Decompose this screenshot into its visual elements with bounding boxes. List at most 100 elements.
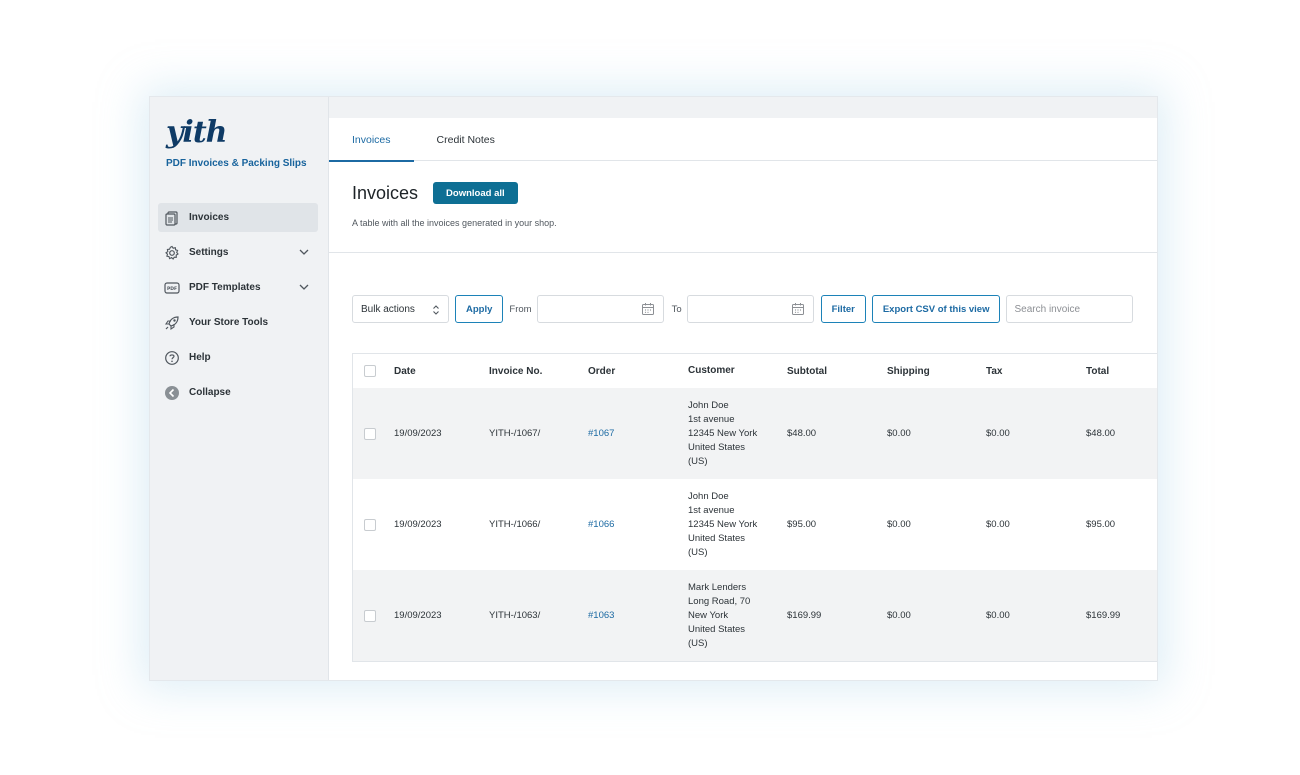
customer-line: (US) xyxy=(688,546,708,558)
from-date-input[interactable] xyxy=(536,295,664,323)
total-cell: $95.00 xyxy=(1086,519,1116,530)
column-header[interactable]: Shipping xyxy=(887,365,930,377)
customer-cell: John Doe 1st avenue 12345 New York Unite… xyxy=(688,490,787,560)
shipping-cell: $0.00 xyxy=(887,610,911,621)
customer-line: Long Road, 70 xyxy=(688,595,751,607)
total-cell: $48.00 xyxy=(1086,428,1116,439)
total-cell: $169.99 xyxy=(1086,610,1121,621)
gear-icon xyxy=(164,245,180,261)
customer-line: United States xyxy=(688,441,746,453)
sidebar-item-store-tools[interactable]: Your Store Tools xyxy=(158,308,318,337)
table-row: 19/09/2023 YITH-/1063/ #1063 Mark Lender… xyxy=(353,570,1157,661)
subtotal-cell: $48.00 xyxy=(787,428,817,439)
from-label: From xyxy=(509,303,532,315)
calendar-icon[interactable] xyxy=(641,302,655,316)
row-checkbox[interactable] xyxy=(364,427,376,440)
order-link[interactable]: #1066 xyxy=(588,519,615,530)
invoice-no-cell: YITH-/1067/ xyxy=(489,428,541,439)
sidebar-item-collapse[interactable]: Collapse xyxy=(158,378,318,407)
shipping-cell: $0.00 xyxy=(887,519,911,530)
tax-cell: $0.00 xyxy=(986,610,1010,621)
chevron-down-icon[interactable] xyxy=(298,246,310,258)
tax-cell: $0.00 xyxy=(986,519,1010,530)
divider xyxy=(329,252,1157,253)
table-row: 19/09/2023 YITH-/1067/ #1067 John Doe 1s… xyxy=(353,388,1157,479)
rocket-icon xyxy=(164,315,180,331)
search-invoice-input[interactable] xyxy=(1006,295,1134,323)
invoices-table: Date Invoice No. Order Customer Subtotal… xyxy=(352,353,1157,662)
filter-bar: Bulk actions Apply From To Filter Export… xyxy=(352,295,1134,323)
tab-credit-notes[interactable]: Credit Notes xyxy=(436,133,495,146)
main-panel: Invoices Credit Notes Invoices Download … xyxy=(329,118,1157,680)
shipping-cell: $0.00 xyxy=(887,428,911,439)
column-header[interactable]: Order xyxy=(588,365,616,377)
column-header[interactable]: Subtotal xyxy=(787,365,827,377)
sidebar-item-pdf-templates[interactable]: PDF PDF Templates xyxy=(158,273,318,302)
date-cell: 19/09/2023 xyxy=(394,428,442,439)
download-all-button[interactable]: Download all xyxy=(433,182,518,204)
page-header: Invoices Download all xyxy=(352,182,518,204)
sidebar-item-label: Collapse xyxy=(189,387,231,398)
sidebar-item-label: Settings xyxy=(189,247,229,258)
row-checkbox[interactable] xyxy=(364,609,376,622)
tab-invoices[interactable]: Invoices xyxy=(329,118,414,162)
customer-line: New York xyxy=(688,609,729,621)
customer-line: 1st avenue xyxy=(688,413,735,425)
sidebar-item-label: Invoices xyxy=(189,212,230,223)
apply-button[interactable]: Apply xyxy=(455,295,504,323)
page-description: A table with all the invoices generated … xyxy=(352,218,557,228)
column-header[interactable]: Total xyxy=(1086,365,1110,377)
invoice-no-cell: YITH-/1066/ xyxy=(489,519,541,530)
bulk-actions-value: Bulk actions xyxy=(361,303,415,315)
sidebar-item-label: Help xyxy=(189,352,211,363)
to-label: To xyxy=(671,303,682,315)
customer-line: 12345 New York xyxy=(688,518,758,530)
customer-cell: John Doe 1st avenue 12345 New York Unite… xyxy=(688,399,787,469)
sidebar-item-settings[interactable]: Settings xyxy=(158,238,318,267)
chevron-down-icon[interactable] xyxy=(298,281,310,293)
sidebar-item-invoices[interactable]: Invoices xyxy=(158,203,318,232)
customer-line: 12345 New York xyxy=(688,427,758,439)
sidebar-item-label: Your Store Tools xyxy=(189,317,269,328)
customer-line: United States xyxy=(688,532,746,544)
customer-line: (US) xyxy=(688,455,708,467)
plugin-name: PDF Invoices & Packing Slips xyxy=(166,158,307,169)
subtotal-cell: $95.00 xyxy=(787,519,817,530)
table-header: Date Invoice No. Order Customer Subtotal… xyxy=(353,354,1157,388)
sidebar-item-label: PDF Templates xyxy=(189,282,261,293)
customer-line: Mark Lenders xyxy=(688,581,747,593)
export-csv-button[interactable]: Export CSV of this view xyxy=(871,295,1001,323)
to-date-input[interactable] xyxy=(686,295,814,323)
order-link[interactable]: #1067 xyxy=(588,428,615,439)
pdf-icon: PDF xyxy=(164,280,180,296)
column-header[interactable]: Date xyxy=(394,365,416,377)
sidebar-item-help[interactable]: Help xyxy=(158,343,318,372)
invoice-icon xyxy=(164,210,180,226)
customer-line: (US) xyxy=(688,637,708,649)
tax-cell: $0.00 xyxy=(986,428,1010,439)
help-icon xyxy=(164,350,180,366)
date-cell: 19/09/2023 xyxy=(394,610,442,621)
table-row: 19/09/2023 YITH-/1066/ #1066 John Doe 1s… xyxy=(353,479,1157,570)
calendar-icon[interactable] xyxy=(791,302,805,316)
customer-line: United States xyxy=(688,623,746,635)
order-link[interactable]: #1063 xyxy=(588,610,615,621)
customer-line: 1st avenue xyxy=(688,504,735,516)
invoice-no-cell: YITH-/1063/ xyxy=(489,610,541,621)
sidebar-nav: Invoices Settings PDF PDF Templates xyxy=(158,203,318,413)
column-header[interactable]: Tax xyxy=(986,365,1003,377)
column-header[interactable]: Customer xyxy=(688,365,735,376)
row-checkbox[interactable] xyxy=(364,518,376,531)
customer-line: John Doe xyxy=(688,399,729,411)
select-arrows-icon xyxy=(433,305,439,315)
tab-bar: Invoices Credit Notes xyxy=(329,118,1157,162)
bulk-actions-select[interactable]: Bulk actions xyxy=(352,295,449,323)
page-title: Invoices xyxy=(352,182,419,203)
select-all-checkbox[interactable] xyxy=(364,365,376,377)
column-header[interactable]: Invoice No. xyxy=(489,365,543,377)
customer-cell: Mark Lenders Long Road, 70 New York Unit… xyxy=(688,581,787,651)
collapse-icon xyxy=(164,385,180,401)
yith-logo: yith xyxy=(166,115,227,150)
subtotal-cell: $169.99 xyxy=(787,610,822,621)
filter-button[interactable]: Filter xyxy=(820,295,866,323)
